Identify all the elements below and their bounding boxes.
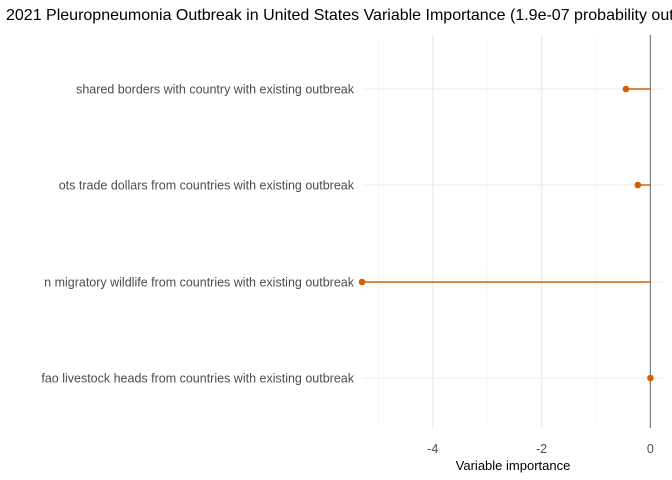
lollipop-point: [622, 85, 630, 93]
grid-layer: [362, 35, 664, 428]
x-tick-labels: -4 -2 0: [427, 442, 654, 456]
lollipop-point: [358, 278, 366, 286]
category-label: fao livestock heads from countries with …: [41, 372, 354, 386]
category-label: ots trade dollars from countries with ex…: [59, 179, 355, 193]
chart-title: 2021 Pleuropneumonia Outbreak in United …: [6, 7, 672, 24]
x-tick-label: -4: [427, 442, 438, 456]
marks-layer: [358, 85, 654, 382]
x-tick-label: -2: [536, 442, 547, 456]
category-labels: shared borders with country with existin…: [41, 83, 354, 386]
category-label: n migratory wildlife from countries with…: [44, 276, 355, 290]
lollipop-point: [647, 374, 654, 382]
lollipop-point: [634, 181, 642, 189]
category-label: shared borders with country with existin…: [76, 83, 355, 97]
x-tick-label: 0: [647, 442, 654, 456]
x-axis-title: Variable importance: [456, 458, 571, 473]
